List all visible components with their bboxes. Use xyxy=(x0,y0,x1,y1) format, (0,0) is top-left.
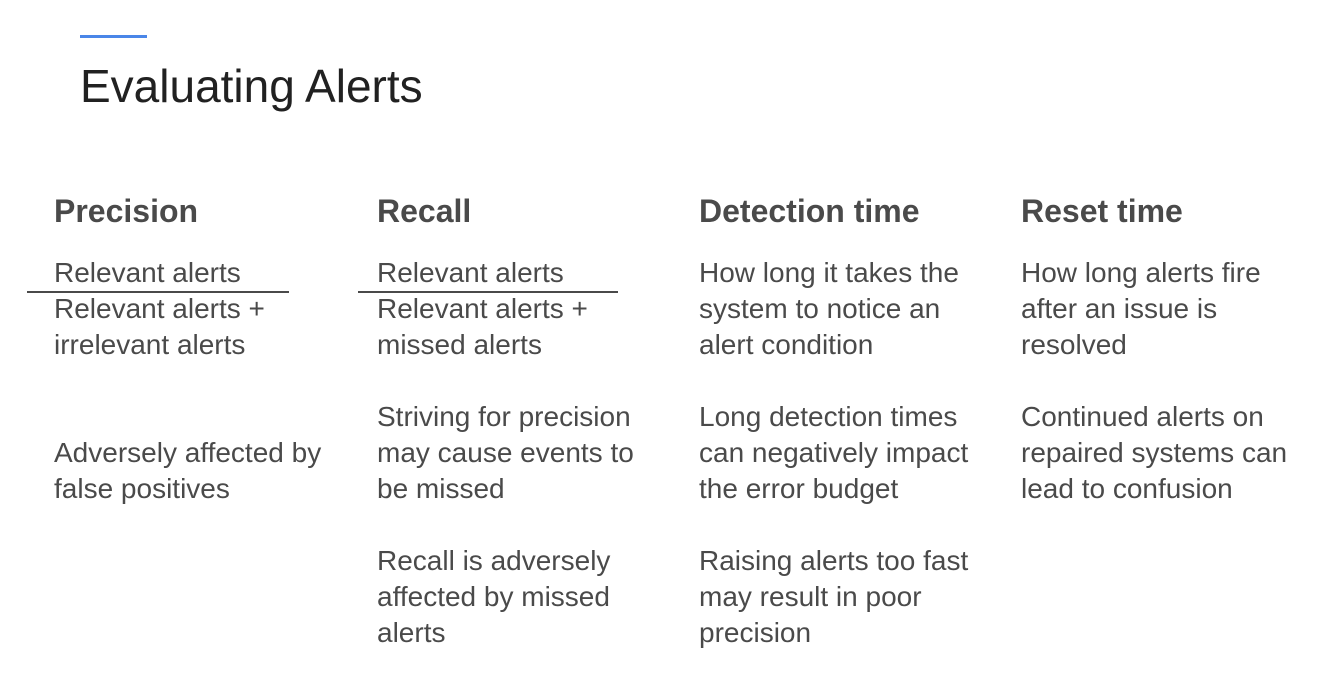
detection-description-line1: How long it takes the xyxy=(699,257,959,288)
recall-note-1-line1: Striving for precision xyxy=(377,401,631,432)
precision-denominator-line2: irrelevant alerts xyxy=(54,329,246,360)
detection-note-1-line3: the error budget xyxy=(699,473,899,504)
reset-description-line3: resolved xyxy=(1021,329,1127,360)
recall-denominator-line2: missed alerts xyxy=(377,329,542,360)
detection-note-2-line3: precision xyxy=(699,617,812,648)
precision-note-1-line1: Adversely affected by xyxy=(54,437,322,468)
recall-numerator: Relevant alerts xyxy=(377,257,564,288)
detection-description-line3: alert condition xyxy=(699,329,874,360)
reset-description-line1: How long alerts fire xyxy=(1021,257,1261,288)
detection-note-2-line1: Raising alerts too fast xyxy=(699,545,969,576)
reset-description-line2: after an issue is xyxy=(1021,293,1218,324)
recall-note-2-line1: Recall is adversely xyxy=(377,545,611,576)
recall-note-2-line2: affected by missed xyxy=(377,581,610,612)
column-heading-reset-time: Reset time xyxy=(1021,193,1183,229)
slide-title: Evaluating Alerts xyxy=(80,60,423,112)
recall-denominator-line1: Relevant alerts + xyxy=(377,293,588,324)
precision-fraction-bar xyxy=(27,291,289,293)
detection-description-line2: system to notice an xyxy=(699,293,941,324)
reset-note-1-line3: lead to confusion xyxy=(1021,473,1233,504)
accent-bar xyxy=(80,35,147,38)
recall-note-2-line3: alerts xyxy=(377,617,446,648)
detection-note-1-line1: Long detection times xyxy=(699,401,958,432)
detection-note-1-line2: can negatively impact xyxy=(699,437,969,468)
column-heading-detection-time: Detection time xyxy=(699,193,920,229)
detection-note-2-line2: may result in poor xyxy=(699,581,922,612)
recall-note-1-line3: be missed xyxy=(377,473,505,504)
precision-denominator-line1: Relevant alerts + xyxy=(54,293,265,324)
precision-numerator: Relevant alerts xyxy=(54,257,241,288)
reset-note-1-line2: repaired systems can xyxy=(1021,437,1288,468)
precision-note-1-line2: false positives xyxy=(54,473,230,504)
reset-note-1-line1: Continued alerts on xyxy=(1021,401,1264,432)
column-heading-precision: Precision xyxy=(54,193,199,229)
column-heading-recall: Recall xyxy=(377,193,472,229)
recall-note-1-line2: may cause events to xyxy=(377,437,634,468)
recall-fraction-bar xyxy=(358,291,618,293)
